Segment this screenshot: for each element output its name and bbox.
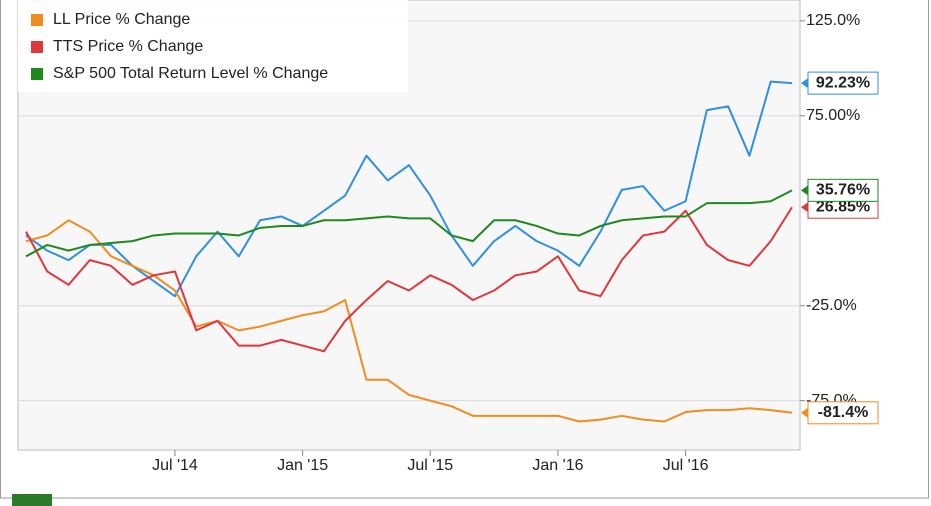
series-line — [25, 189, 793, 258]
x-tick-label: Jul '15 — [407, 457, 453, 474]
end-label-text: -81.4% — [818, 404, 869, 421]
legend-swatch — [31, 68, 43, 80]
legend-label: S&P 500 Total Return Level % Change — [53, 65, 328, 82]
series-line — [25, 206, 793, 353]
legend-label: TTS Price % Change — [53, 38, 203, 55]
x-tick-label: Jul '14 — [152, 457, 198, 474]
end-label: -81.4% — [801, 401, 879, 425]
end-label-text: 92.23% — [816, 74, 870, 91]
series-line — [25, 80, 793, 298]
legend-swatch — [31, 14, 43, 26]
x-tick-label: Jan '16 — [532, 457, 583, 474]
x-tick-label: Jan '15 — [277, 457, 328, 474]
legend-swatch — [31, 41, 43, 53]
end-label-pointer — [801, 407, 808, 418]
y-tick-label: -25.0% — [806, 297, 857, 314]
end-label: 35.76% — [801, 178, 879, 202]
x-tick-label: Jul '16 — [663, 457, 709, 474]
logo — [12, 494, 52, 506]
end-label-pointer — [801, 185, 808, 196]
legend-label: LL Price % Change — [53, 11, 190, 28]
end-label-text: 35.76% — [816, 182, 870, 199]
end-label-pointer — [801, 202, 808, 213]
end-label: 92.23% — [801, 71, 879, 95]
legend-box — [18, 0, 408, 92]
y-tick-label: 125.0% — [806, 12, 860, 29]
end-label-text: 26.85% — [816, 198, 870, 215]
y-tick-label: 75.00% — [806, 107, 860, 124]
end-label-pointer — [801, 78, 808, 89]
